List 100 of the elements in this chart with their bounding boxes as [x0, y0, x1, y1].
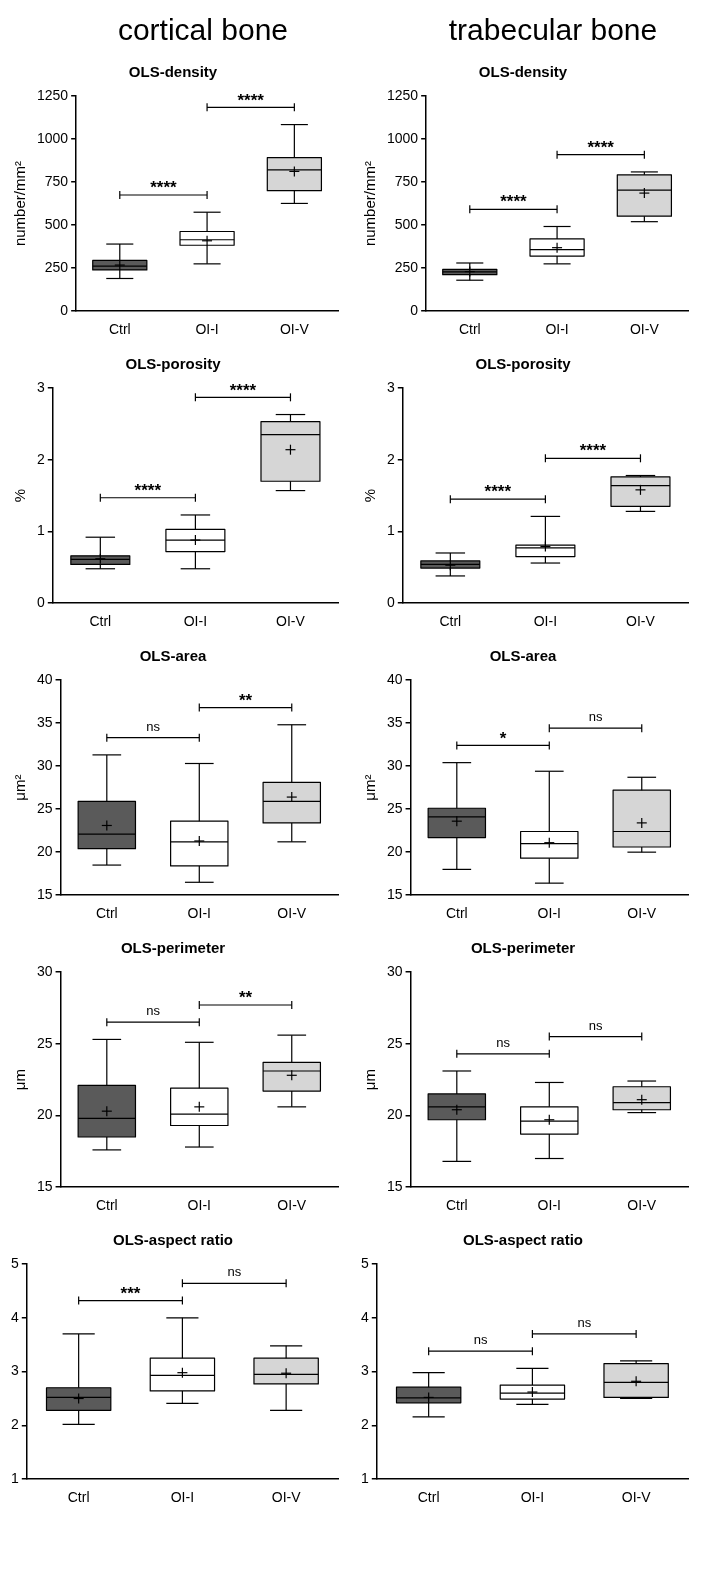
y-tick-label: 1000: [386, 129, 419, 146]
y-tick-label: 20: [386, 843, 403, 860]
y-tick-label: 750: [44, 172, 69, 189]
y-tick-label: 1: [36, 522, 45, 539]
x-tick-label: Ctrl: [108, 321, 131, 338]
chart-title: OLS-density: [128, 63, 218, 81]
x-tick-label: Ctrl: [67, 1489, 90, 1506]
annotation: **: [238, 690, 253, 710]
y-axis-title: μm²: [361, 774, 379, 801]
annotation: *: [499, 728, 507, 748]
chart-title: OLS-area: [489, 647, 557, 665]
chart-title: OLS-aspect ratio: [462, 1231, 584, 1249]
chart-title: OLS-density: [478, 63, 568, 81]
y-axis-title: μm²: [11, 774, 29, 801]
annotation: ****: [229, 380, 257, 400]
annotation: ns: [496, 1034, 511, 1050]
y-tick-label: 3: [360, 1362, 369, 1379]
y-tick-label: 500: [394, 215, 419, 232]
y-tick-label: 500: [44, 215, 69, 232]
x-tick-label: OI-V: [279, 321, 310, 338]
annotation: ns: [588, 1017, 603, 1033]
y-tick-label: 35: [386, 713, 403, 730]
y-tick-label: 1: [386, 522, 395, 539]
annotation: ****: [484, 482, 512, 502]
x-tick-label: OI-V: [626, 613, 656, 630]
y-axis-title: μm: [361, 1069, 379, 1091]
annotation: ****: [500, 192, 528, 212]
annotation: ****: [237, 90, 265, 110]
annotation: ns: [227, 1264, 242, 1280]
x-tick-label: Ctrl: [439, 613, 462, 630]
y-tick-label: 20: [36, 1106, 53, 1123]
x-tick-label: OI-I: [183, 613, 208, 630]
chart-title: OLS-porosity: [125, 355, 222, 373]
y-tick-label: 0: [60, 302, 69, 319]
annotation: **: [238, 988, 253, 1008]
y-tick-label: 1250: [386, 86, 419, 103]
y-tick-label: 4: [10, 1308, 19, 1325]
y-tick-label: 1250: [36, 86, 69, 103]
x-tick-label: OI-I: [533, 613, 558, 630]
x-tick-label: OI-V: [627, 1197, 657, 1214]
annotation: ****: [579, 441, 607, 461]
x-tick-label: OI-I: [537, 905, 561, 922]
y-tick-label: 40: [36, 670, 53, 687]
y-tick-label: 15: [36, 1178, 53, 1195]
y-tick-label: 250: [44, 259, 69, 276]
y-tick-label: 15: [386, 1178, 403, 1195]
x-tick-label: OI-V: [271, 1489, 302, 1506]
annotation: ns: [588, 709, 603, 725]
y-tick-label: 2: [36, 450, 45, 467]
x-tick-label: Ctrl: [95, 905, 118, 922]
y-tick-label: 1: [10, 1470, 19, 1487]
x-tick-label: OI-I: [170, 1489, 195, 1506]
x-tick-label: OI-I: [187, 905, 211, 922]
x-tick-label: OI-V: [627, 905, 657, 922]
y-tick-label: 30: [36, 962, 53, 979]
y-tick-label: 5: [360, 1254, 369, 1271]
chart-subtitle: trabecular bone: [447, 12, 658, 48]
y-tick-label: 2: [10, 1416, 19, 1433]
chart-title: OLS-perimeter: [120, 939, 226, 957]
x-tick-label: OI-I: [537, 1197, 561, 1214]
y-tick-label: 3: [10, 1362, 19, 1379]
chart-title: OLS-area: [139, 647, 207, 665]
x-tick-label: Ctrl: [458, 321, 481, 338]
x-tick-label: OI-I: [545, 321, 569, 338]
y-tick-label: 0: [36, 594, 45, 611]
chart-title: OLS-perimeter: [470, 939, 576, 957]
y-tick-label: 25: [36, 1034, 53, 1051]
x-tick-label: OI-V: [621, 1489, 652, 1506]
x-tick-label: OI-V: [277, 905, 307, 922]
y-tick-label: 35: [36, 713, 53, 730]
x-tick-label: Ctrl: [89, 613, 112, 630]
y-tick-label: 5: [10, 1254, 19, 1271]
y-tick-label: 20: [386, 1106, 403, 1123]
chart-subtitle: cortical bone: [116, 12, 289, 48]
y-axis-title: number/mm²: [361, 161, 379, 247]
x-tick-label: OI-I: [520, 1489, 545, 1506]
y-tick-label: 40: [386, 670, 403, 687]
y-tick-label: 1: [360, 1470, 369, 1487]
annotation: ns: [146, 1003, 161, 1019]
annotation: ****: [134, 480, 162, 500]
y-axis-title: number/mm²: [11, 161, 29, 247]
x-tick-label: OI-I: [195, 321, 219, 338]
annotation: ****: [587, 137, 615, 157]
y-tick-label: 20: [36, 843, 53, 860]
chart-title: OLS-porosity: [475, 355, 572, 373]
y-tick-label: 250: [394, 259, 419, 276]
y-tick-label: 2: [386, 450, 395, 467]
y-tick-label: 25: [386, 799, 403, 816]
x-tick-label: Ctrl: [445, 1197, 468, 1214]
y-axis-title: %: [361, 488, 379, 503]
x-tick-label: OI-V: [277, 1197, 307, 1214]
annotation: ***: [120, 1283, 141, 1303]
annotation: ns: [473, 1332, 488, 1348]
y-axis-title: %: [11, 488, 29, 503]
y-tick-label: 4: [360, 1308, 369, 1325]
y-tick-label: 0: [386, 594, 395, 611]
y-tick-label: 0: [410, 302, 419, 319]
annotation: ns: [577, 1315, 592, 1331]
x-tick-label: Ctrl: [95, 1197, 118, 1214]
chart-title: OLS-aspect ratio: [112, 1231, 234, 1249]
